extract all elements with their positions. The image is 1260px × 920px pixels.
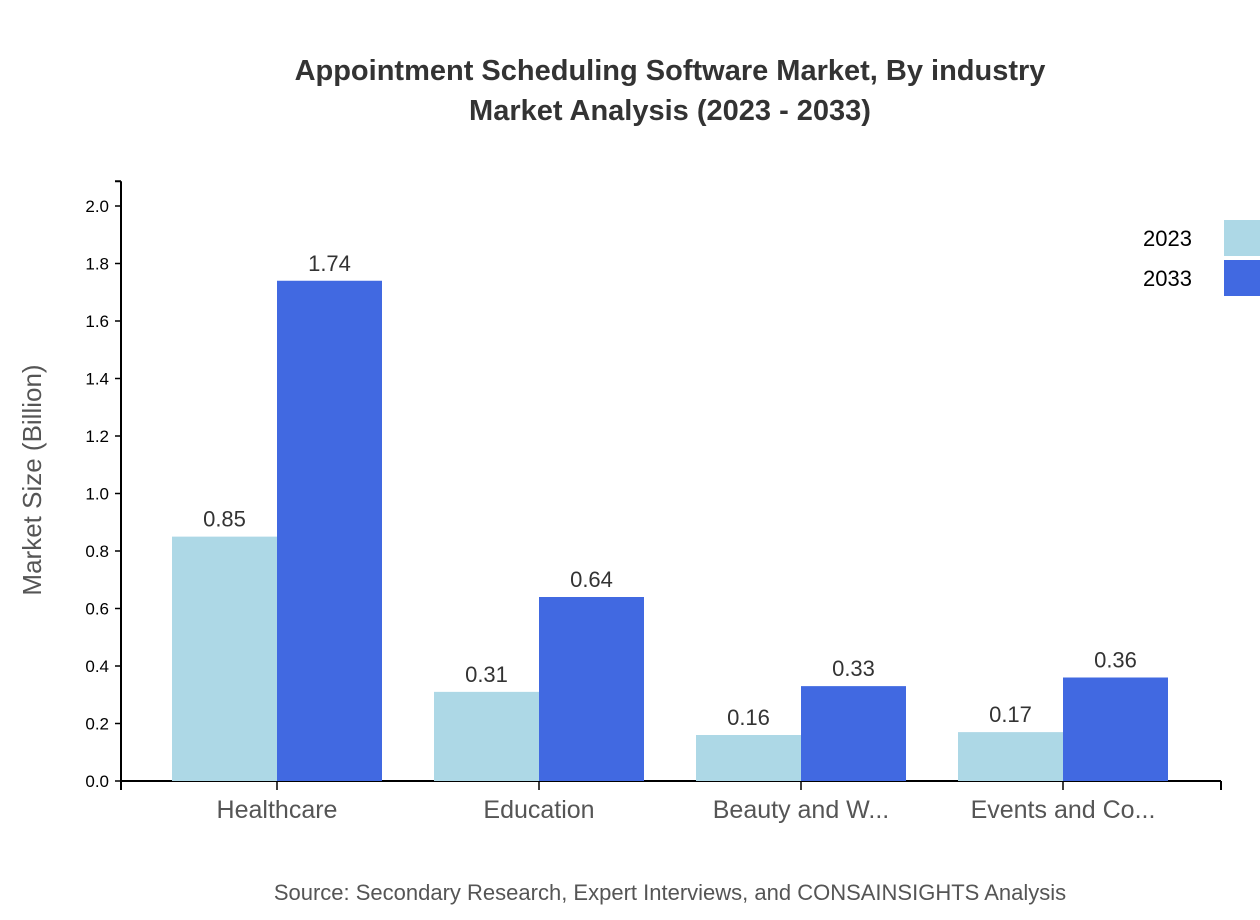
legend-label: 2023 xyxy=(1143,226,1192,251)
y-tick-label: 0.8 xyxy=(85,542,109,561)
bar-2023 xyxy=(696,735,801,781)
chart-title: Appointment Scheduling Software Market, … xyxy=(295,55,1046,87)
bar-2033 xyxy=(1063,677,1168,781)
y-tick-label: 1.2 xyxy=(85,427,109,446)
legend-swatch xyxy=(1224,260,1260,296)
bar-2023 xyxy=(958,732,1063,781)
y-axis: 0.0 0.2 0.4 0.6 0.8 1.0 1.2 1.4 1.6 1.8 2.0 xyxy=(85,180,122,791)
y-tick-label: 0.4 xyxy=(85,657,109,676)
x-tick-label: Healthcare xyxy=(217,796,338,824)
data-label: 1.74 xyxy=(308,251,351,276)
x-axis: Healthcare Education Beauty and W... Events… xyxy=(120,780,1222,824)
data-label: 0.64 xyxy=(570,567,613,592)
legend-swatch xyxy=(1224,220,1260,256)
y-axis-label: Market Size (Billion) xyxy=(17,364,47,595)
bar-2033 xyxy=(277,280,382,781)
data-label: 0.33 xyxy=(832,656,875,681)
data-label: 0.85 xyxy=(203,507,246,532)
y-tick-label: 1.0 xyxy=(85,485,109,504)
legend: 2023 2033 xyxy=(1143,220,1260,296)
bars: 0.85 1.74 0.31 0.64 0.16 0.33 0.17 0.36 xyxy=(172,251,1168,781)
source-note: Source: Secondary Research, Expert Inter… xyxy=(274,880,1066,905)
bar-2033 xyxy=(539,597,644,781)
data-label: 0.17 xyxy=(989,702,1032,727)
y-tick-label: 0.6 xyxy=(85,600,109,619)
x-tick-label: Beauty and W... xyxy=(713,796,890,824)
x-tick-label: Education xyxy=(483,796,594,824)
y-tick-label: 0.0 xyxy=(85,772,109,791)
x-tick-label: Events and Co... xyxy=(971,796,1156,824)
data-label: 0.16 xyxy=(727,705,770,730)
y-tick-label: 0.2 xyxy=(85,715,109,734)
y-tick-label: 1.4 xyxy=(85,370,109,389)
y-tick-label: 1.6 xyxy=(85,312,109,331)
legend-label: 2033 xyxy=(1143,266,1192,291)
bar-2023 xyxy=(172,536,277,781)
y-tick-label: 2.0 xyxy=(85,197,109,216)
chart-subtitle: Market Analysis (2023 - 2033) xyxy=(469,95,871,127)
y-tick-label: 1.8 xyxy=(85,255,109,274)
data-label: 0.31 xyxy=(465,662,508,687)
bar-2023 xyxy=(434,691,539,781)
data-label: 0.36 xyxy=(1094,648,1137,673)
bar-2033 xyxy=(801,686,906,781)
